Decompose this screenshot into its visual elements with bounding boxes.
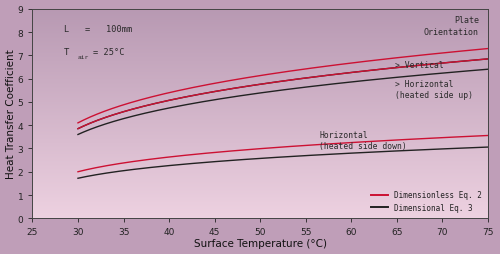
Text: > Vertical: > Vertical [394,60,444,70]
Text: air: air [78,55,89,60]
Legend: Dimensionless Eq. 2, Dimensional Eq. 3: Dimensionless Eq. 2, Dimensional Eq. 3 [369,188,484,215]
Text: Plate
Orientation: Plate Orientation [424,16,479,37]
Text: L   =   100mm: L = 100mm [64,25,132,34]
Text: T: T [64,47,70,57]
X-axis label: Surface Temperature (°C): Surface Temperature (°C) [194,238,326,248]
Text: = 25°C: = 25°C [93,47,124,57]
Y-axis label: Heat Transfer Coefficient: Heat Transfer Coefficient [6,50,16,179]
Text: Horizontal
(heated side down): Horizontal (heated side down) [320,130,407,150]
Text: > Horizontal
(heated side up): > Horizontal (heated side up) [394,80,472,100]
